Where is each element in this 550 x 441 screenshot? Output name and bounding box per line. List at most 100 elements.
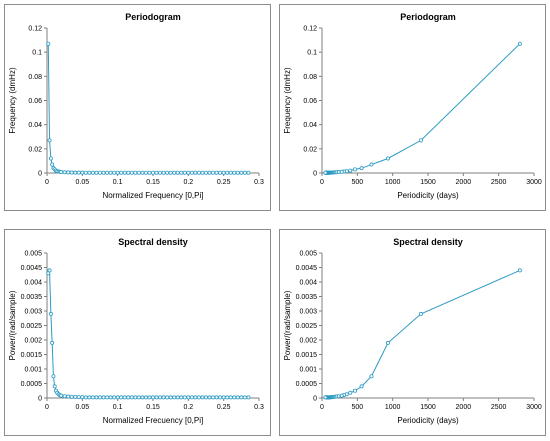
data-point	[239, 395, 244, 400]
x-tick-label: 0.05	[76, 404, 90, 411]
data-point	[62, 170, 67, 175]
x-tick-label: 0.25	[217, 404, 231, 411]
y-tick-label: 0.12	[303, 26, 317, 33]
data-point	[48, 311, 53, 316]
data-point	[359, 384, 364, 389]
x-tick-label: 0	[320, 179, 324, 186]
data-point	[150, 170, 155, 175]
data-point	[143, 395, 148, 400]
y-tick-label: 0.02	[28, 146, 42, 153]
data-point	[147, 170, 152, 175]
data-point	[143, 170, 148, 175]
data-point	[83, 395, 88, 400]
data-point	[87, 395, 92, 400]
data-point	[62, 394, 67, 399]
data-point	[90, 395, 95, 400]
data-point	[385, 340, 390, 345]
data-point	[168, 395, 173, 400]
data-point	[186, 395, 191, 400]
y-tick-label: 0.08	[303, 74, 317, 81]
data-point	[359, 166, 364, 171]
y-tick-label: 0.002	[24, 338, 42, 345]
y-tick-label: 0.003	[24, 309, 42, 316]
data-point	[66, 394, 71, 399]
chart-title: Spectral density	[393, 237, 463, 247]
data-point	[98, 395, 103, 400]
data-point	[101, 395, 106, 400]
series-line	[325, 43, 521, 174]
data-point	[182, 170, 187, 175]
data-point	[66, 170, 71, 175]
data-point	[225, 170, 230, 175]
data-point	[323, 395, 328, 400]
data-point	[147, 395, 152, 400]
data-point	[211, 395, 216, 400]
data-point	[242, 170, 247, 175]
y-tick-label: 0.06	[28, 98, 42, 105]
data-point	[136, 170, 141, 175]
data-point	[235, 170, 240, 175]
y-tick-label: 0.04	[28, 122, 42, 129]
y-tick-label: 0	[313, 171, 317, 178]
data-point	[46, 41, 51, 46]
y-tick-label: 0.04	[303, 122, 317, 129]
data-point	[87, 170, 92, 175]
y-tick-label: 0	[38, 171, 42, 178]
data-point	[154, 170, 159, 175]
data-point	[69, 394, 74, 399]
data-point	[225, 395, 230, 400]
data-point	[221, 170, 226, 175]
y-tick-label: 0	[313, 396, 317, 403]
y-tick-label: 0.0035	[296, 294, 318, 301]
y-axis-label: Power/(rad/sample)	[8, 290, 17, 360]
x-axis-label: Normalized Frequency [0,Pi]	[103, 191, 204, 200]
data-point	[186, 170, 191, 175]
y-tick-label: 0.001	[24, 367, 42, 374]
data-point	[98, 170, 103, 175]
data-point	[161, 170, 166, 175]
data-point	[69, 170, 74, 175]
data-point	[239, 170, 244, 175]
data-point	[73, 170, 78, 175]
data-point	[207, 170, 212, 175]
data-point	[108, 395, 113, 400]
data-point	[47, 268, 52, 273]
series-line	[325, 269, 521, 398]
periodogram-periodicity-chart: Periodogram 0 500 1000 1500 2000 2500 3000 0 0.02…	[279, 4, 546, 211]
data-point	[353, 388, 358, 393]
y-tick-label: 0.06	[303, 98, 317, 105]
data-point	[83, 170, 88, 175]
x-tick-label: 500	[351, 179, 363, 186]
data-point	[133, 170, 138, 175]
data-point	[353, 167, 358, 172]
x-axis-label: Periodicity (days)	[397, 416, 459, 425]
data-point	[385, 156, 390, 161]
y-tick-label: 0.0015	[21, 352, 43, 359]
y-tick-label: 0.12	[28, 26, 42, 33]
x-tick-label: 3000	[526, 179, 542, 186]
chart-svg: Periodogram 0 0.05 0.1 0.15 0.2 0.25 0.3 0 0.02 0.…	[8, 12, 264, 200]
x-tick-label: 0.2	[183, 179, 193, 186]
y-tick-label: 0.005	[299, 251, 317, 258]
data-point	[200, 395, 205, 400]
chart-svg: Spectral density 0 500 1000 1500 2000 2500 3000…	[283, 237, 542, 425]
data-point	[189, 395, 194, 400]
x-tick-label: 2500	[491, 404, 507, 411]
x-axis-label: Normalized Frecuency [0,Pi]	[103, 416, 203, 425]
x-tick-label: 0.1	[113, 404, 123, 411]
y-tick-label: 0.0045	[21, 265, 43, 272]
data-point	[218, 170, 223, 175]
y-tick-label: 0.1	[32, 50, 42, 57]
data-point	[119, 395, 124, 400]
data-point	[47, 138, 52, 143]
y-tick-label: 0.0005	[296, 381, 318, 388]
data-point	[232, 170, 237, 175]
data-point	[119, 170, 124, 175]
data-point	[242, 395, 247, 400]
data-point	[189, 170, 194, 175]
data-point	[246, 395, 251, 400]
data-point	[339, 393, 344, 398]
data-point	[140, 170, 145, 175]
series-line	[47, 270, 249, 398]
data-point	[418, 138, 423, 143]
